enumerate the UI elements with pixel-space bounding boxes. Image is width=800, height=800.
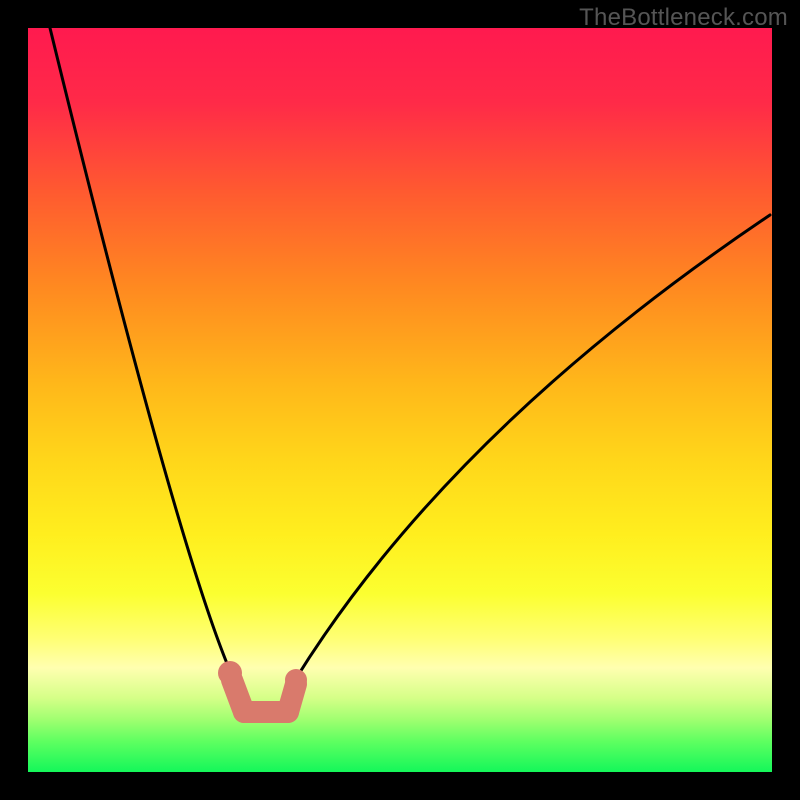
bottleneck-curve-chart bbox=[0, 0, 800, 800]
marker-right-dot bbox=[285, 669, 307, 691]
watermark-text: TheBottleneck.com bbox=[579, 4, 788, 32]
chart-frame: TheBottleneck.com bbox=[0, 0, 800, 800]
plot-background bbox=[28, 28, 772, 772]
